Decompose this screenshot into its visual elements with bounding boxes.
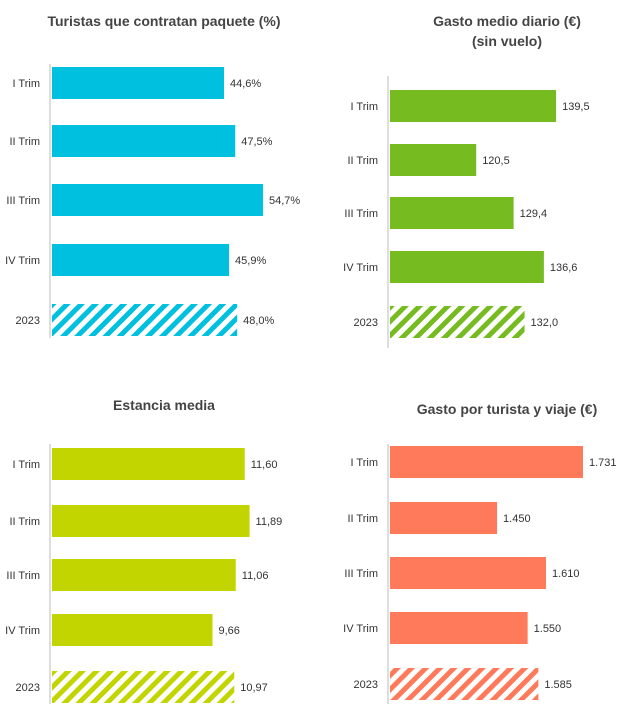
chart-gasto-viaje-category-label-3: IV Trim [343,623,378,635]
chart-gasto-viaje-bar-3 [390,612,528,644]
chart-gasto-diario-bar-0 [390,90,557,122]
chart-gasto-viaje-category-label-0: I Trim [351,457,379,469]
chart-paquete-bar-4 [52,304,238,336]
chart-paquete-category-label-1: II Trim [9,136,40,148]
chart-panel-gasto-diario: Gasto medio diario (€) (sin vuelo) I Trim 1… [312,0,625,350]
chart-gasto-diario-category-label-1: II Trim [347,155,378,167]
chart-paquete-bar-2 [52,184,263,216]
chart-gasto-viaje-value-label-0: 1.731 [589,457,617,469]
chart-gasto-diario-bar-1 [390,144,477,176]
chart-gasto-diario-value-label-2: 129,4 [520,208,548,220]
chart-paquete-category-label-0: I Trim [13,78,41,90]
chart-estancia-category-label-1: II Trim [9,516,40,528]
chart-panel-paquete: Turistas que contratan paquete (%) I Trim… [0,0,312,350]
chart-gasto-diario-bar-3 [390,251,544,283]
chart-estancia-category-label-3: IV Trim [5,625,40,637]
chart-estancia-bar-1 [52,505,250,537]
chart-estancia-bar-2 [52,559,236,591]
chart-gasto-viaje-value-label-4: 1.585 [544,679,572,691]
chart-paquete: Turistas que contratan paquete (%) I Trim… [5,13,300,338]
chart-paquete-bar-1 [52,125,236,157]
chart-estancia-value-label-4: 10,97 [240,682,268,694]
chart-estancia-category-label-4: 2023 [16,682,40,694]
chart-paquete-category-label-4: 2023 [16,315,40,327]
chart-paquete-bar-0 [52,67,225,99]
chart-gasto-viaje: Gasto por turista y viaje (€) I Trim 1.731… [343,401,617,704]
chart-gasto-viaje-value-label-3: 1.550 [534,623,562,635]
chart-gasto-viaje-category-label-4: 2023 [354,679,378,691]
chart-estancia-value-label-1: 11,89 [256,516,283,528]
chart-paquete-value-label-2: 54,7% [269,195,300,207]
chart-gasto-diario-subtitle: (sin vuelo) [472,33,542,49]
chart-gasto-diario-category-label-2: III Trim [344,208,378,220]
chart-gasto-diario-value-label-0: 139,5 [562,101,590,113]
chart-gasto-viaje-bar-4 [390,668,539,700]
chart-estancia-value-label-0: 11,60 [251,459,278,471]
chart-panel-gasto-viaje: Gasto por turista y viaje (€) I Trim 1.731… [312,354,625,707]
chart-gasto-diario-category-label-3: IV Trim [343,262,378,274]
chart-gasto-viaje-category-label-2: III Trim [344,568,378,580]
chart-estancia-bar-0 [52,448,245,480]
chart-gasto-viaje-category-label-1: II Trim [347,513,378,525]
chart-panel-estancia: Estancia media I Trim 11,60 II Trim 11,89 III… [0,354,312,707]
chart-estancia-value-label-3: 9,66 [219,625,240,637]
chart-gasto-viaje-title: Gasto por turista y viaje (€) [417,401,598,417]
chart-estancia-category-label-0: I Trim [13,459,41,471]
chart-gasto-viaje-value-label-2: 1.610 [552,568,580,580]
chart-gasto-diario-title: Gasto medio diario (€) [433,13,581,29]
chart-estancia-bar-4 [52,671,235,703]
chart-gasto-diario-value-label-1: 120,5 [482,155,510,167]
chart-paquete-category-label-3: IV Trim [5,255,40,267]
chart-estancia-value-label-2: 11,06 [242,570,269,582]
chart-gasto-diario-value-label-4: 132,0 [531,317,559,329]
chart-gasto-viaje-bar-2 [390,557,546,589]
chart-estancia-bar-3 [52,614,213,646]
chart-gasto-diario-value-label-3: 136,6 [550,262,578,274]
chart-estancia-category-label-2: III Trim [6,570,40,582]
chart-estancia: Estancia media I Trim 11,60 II Trim 11,89 III… [5,397,283,704]
chart-paquete-value-label-0: 44,6% [230,78,261,90]
chart-paquete-category-label-2: III Trim [6,195,40,207]
chart-gasto-diario-category-label-0: I Trim [351,101,379,113]
chart-gasto-diario-category-label-4: 2023 [354,317,378,329]
chart-paquete-title: Turistas que contratan paquete (%) [47,13,280,29]
chart-gasto-viaje-bar-1 [390,502,498,534]
chart-estancia-title: Estancia media [113,397,215,413]
chart-paquete-value-label-1: 47,5% [241,136,272,148]
chart-gasto-diario: Gasto medio diario (€) (sin vuelo) I Trim 1… [343,13,590,348]
chart-gasto-viaje-value-label-1: 1.450 [503,513,531,525]
chart-gasto-diario-bar-2 [390,197,514,229]
chart-paquete-bar-3 [52,244,230,276]
chart-gasto-diario-bar-4 [390,306,525,338]
chart-paquete-value-label-3: 45,9% [235,255,266,267]
chart-gasto-viaje-bar-0 [390,446,584,478]
chart-paquete-value-label-4: 48,0% [243,315,274,327]
